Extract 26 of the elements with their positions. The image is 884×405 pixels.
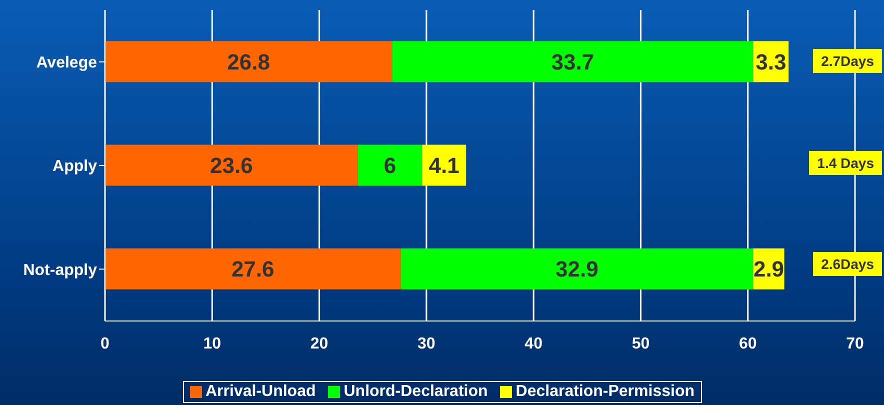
y-tick-label: Not-apply xyxy=(23,262,98,279)
x-tick-label: 30 xyxy=(418,335,436,352)
x-tick-label: 20 xyxy=(310,335,328,352)
data-label: 23.6 xyxy=(210,153,253,178)
x-tick-label: 70 xyxy=(846,335,864,352)
legend-label: Arrival-Unload xyxy=(204,383,316,401)
data-label: 6 xyxy=(384,153,396,178)
x-tick-label: 0 xyxy=(100,335,110,352)
x-tick-label: 50 xyxy=(632,335,650,352)
data-label: 27.6 xyxy=(231,256,274,282)
annotation: 1.4 Days xyxy=(809,150,882,174)
data-label: 33.7 xyxy=(551,49,594,74)
legend-label: Unlord-Declaration xyxy=(342,383,488,401)
x-tick-label: 60 xyxy=(738,335,757,352)
data-label: 2.9 xyxy=(753,256,784,282)
data-label: 3.3 xyxy=(756,49,786,74)
x-tick-label: 10 xyxy=(203,335,222,352)
annotation: 2.6Days xyxy=(813,252,882,276)
data-label: 32.9 xyxy=(556,256,598,282)
annotation: 2.7Days xyxy=(813,48,882,73)
data-label: 26.8 xyxy=(227,49,270,74)
y-tick-label: Apply xyxy=(52,158,98,176)
data-label: 4.1 xyxy=(428,153,460,178)
x-tick-label: 40 xyxy=(524,335,543,352)
y-tick-label: Avelege xyxy=(36,54,98,72)
legend-label: Declaration-Permission xyxy=(514,383,694,401)
